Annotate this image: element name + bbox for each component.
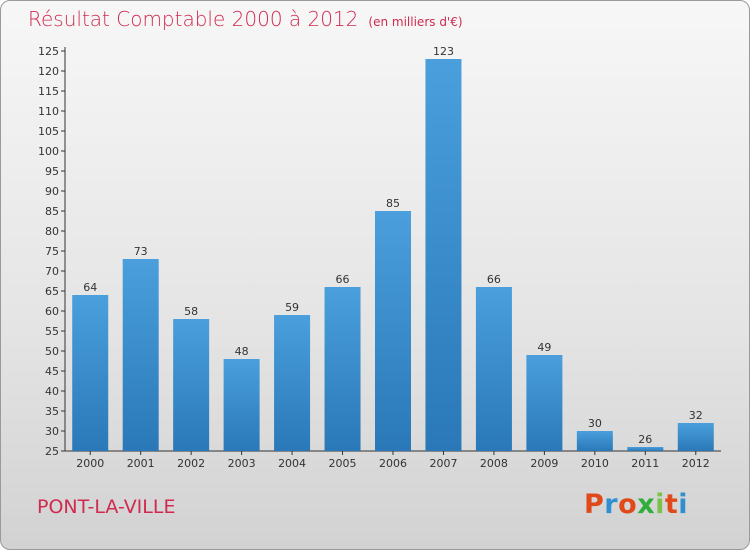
y-tick-label: 90 (45, 185, 59, 198)
x-tick-label: 2000 (76, 457, 104, 470)
y-tick-label: 65 (45, 285, 59, 298)
commune-name: PONT-LA-VILLE (37, 496, 176, 518)
y-tick-label: 80 (45, 225, 59, 238)
y-tick-label: 125 (38, 45, 59, 58)
x-tick-label: 2001 (127, 457, 155, 470)
y-tick-label: 35 (45, 405, 59, 418)
bar (324, 287, 361, 451)
bar-value-label: 32 (689, 409, 703, 422)
bar-value-label: 58 (184, 305, 198, 318)
y-tick-label: 120 (38, 65, 59, 78)
logo-letter: r (604, 489, 619, 520)
bar (526, 355, 563, 451)
logo-letter: o (618, 489, 638, 520)
x-tick-label: 2002 (177, 457, 205, 470)
bar (223, 359, 260, 451)
bar-value-label: 66 (487, 273, 501, 286)
bar (274, 315, 311, 451)
x-tick-label: 2011 (631, 457, 659, 470)
bar (627, 447, 664, 451)
y-tick-label: 45 (45, 365, 59, 378)
logo-letter: P (584, 489, 605, 520)
bar-value-label: 64 (83, 281, 97, 294)
bar (425, 59, 462, 451)
bar-value-label: 48 (235, 345, 249, 358)
y-tick-label: 115 (38, 85, 59, 98)
bar (173, 319, 210, 451)
y-tick-label: 50 (45, 345, 59, 358)
x-tick-label: 2003 (228, 457, 256, 470)
bar (677, 423, 714, 451)
bar-value-label: 73 (134, 245, 148, 258)
bar (72, 295, 109, 451)
x-tick-label: 2006 (379, 457, 407, 470)
bar-value-label: 123 (433, 45, 454, 58)
bar (375, 211, 411, 451)
logo-letter: i (655, 489, 665, 520)
bar-value-label: 59 (285, 301, 299, 314)
y-tick-label: 75 (45, 245, 59, 258)
logo-letter: x (637, 489, 656, 520)
bar-value-label: 49 (537, 341, 551, 354)
y-tick-label: 30 (45, 425, 59, 438)
y-tick-label: 105 (38, 125, 59, 138)
bar-value-label: 66 (336, 273, 350, 286)
x-tick-label: 2012 (682, 457, 710, 470)
y-tick-label: 85 (45, 205, 59, 218)
chart-title: Résultat Comptable 2000 à 2012 (28, 7, 359, 31)
logo-letter: i (678, 489, 689, 520)
x-tick-label: 2005 (329, 457, 357, 470)
bar (122, 259, 159, 451)
x-tick-label: 2007 (429, 457, 457, 470)
y-tick-label: 60 (45, 305, 59, 318)
y-tick-label: 55 (45, 325, 59, 338)
y-tick-label: 95 (45, 165, 59, 178)
bar-value-label: 85 (386, 197, 400, 210)
x-tick-label: 2004 (278, 457, 306, 470)
x-tick-label: 2009 (530, 457, 558, 470)
proxiti-logo: Proxiti (584, 489, 688, 520)
bar-value-label: 30 (588, 417, 602, 430)
bar (576, 431, 613, 451)
x-tick-label: 2010 (581, 457, 609, 470)
logo-letter: t (664, 489, 679, 520)
bar-value-label: 26 (638, 433, 652, 446)
y-tick-label: 40 (45, 385, 59, 398)
bar (475, 287, 512, 451)
y-tick-label: 110 (38, 105, 59, 118)
y-tick-label: 70 (45, 265, 59, 278)
chart-subtitle: (en milliers d'€) (368, 15, 463, 29)
x-tick-label: 2008 (480, 457, 508, 470)
chart-title-block: Résultat Comptable 2000 à 2012 (en millie… (28, 7, 463, 31)
y-tick-label: 25 (45, 445, 59, 458)
y-tick-label: 100 (38, 145, 59, 158)
